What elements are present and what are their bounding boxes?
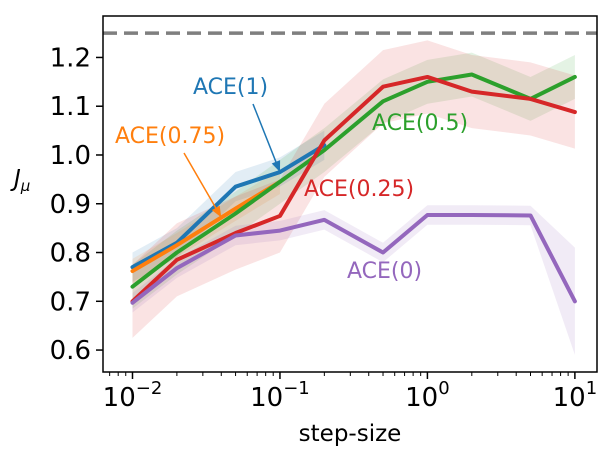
annotation-ace-0: ACE(0) [347,259,422,284]
x-tick-base: 10 [405,383,438,413]
y-axis-label: Jμ [10,166,30,195]
series-annotations: ACE(1) ACE(0.75) ACE(0.5) ACE(0.25) ACE(0) [115,75,468,284]
y-axis-ticks: 0.6 0.7 0.8 0.9 1.0 1.1 1.2 [50,43,103,366]
x-axis-label: step-size [299,421,402,447]
band-ace-0-25 [132,40,575,338]
x-tick-exponent: −2 [136,378,163,399]
y-tick-label: 0.7 [50,287,91,317]
annotation-ace-1: ACE(1) [193,75,268,100]
x-tick-base: 10 [103,383,136,413]
line-ace-0-25 [130,74,577,304]
annotation-ace-0-5: ACE(0.5) [372,111,468,136]
x-tick-exponent: 0 [438,378,449,399]
x-tick-exponent: 1 [586,378,597,399]
x-axis-ticks: 10−2 10−1 100 101 [103,372,597,413]
y-axis-label-main: J [10,166,21,192]
annotation-ace-0-25: ACE(0.25) [304,177,414,202]
y-tick-label: 1.0 [50,141,91,171]
x-tick-label: 101 [553,378,598,413]
x-tick-label: 10−2 [103,378,163,413]
band-ace-0-5 [132,52,575,309]
y-tick-label: 1.2 [50,43,91,73]
y-axis-label-subscript: μ [20,177,31,195]
y-tick-label: 0.6 [50,336,91,366]
x-tick-exponent: −1 [283,378,310,399]
arrow-ace-1 [252,103,281,173]
arrowhead-ace-1 [271,160,281,173]
line-ace-0-5 [130,72,577,289]
band-ace-0 [132,205,575,355]
line-ace-0 [130,212,577,305]
y-tick-label: 0.8 [50,239,91,269]
y-tick-label: 1.1 [50,92,91,122]
x-tick-base: 10 [553,383,586,413]
line-ace-1 [130,143,327,270]
y-tick-label: 0.9 [50,190,91,220]
x-tick-base: 10 [250,383,283,413]
x-tick-label: 10−1 [250,378,310,413]
annotation-ace-0-75: ACE(0.75) [115,124,225,149]
series-lines [130,72,577,305]
arrow-ace-0-75 [183,152,222,218]
x-tick-label: 100 [405,378,450,413]
arrowhead-ace-0-75 [211,205,222,218]
